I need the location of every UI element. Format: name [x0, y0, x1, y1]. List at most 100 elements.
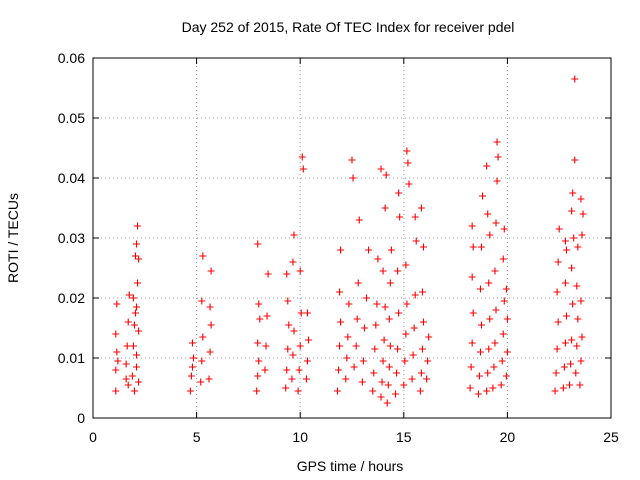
x-tick-label: 25	[603, 429, 619, 445]
data-point	[554, 258, 562, 266]
data-point	[284, 345, 292, 353]
data-point	[403, 300, 411, 308]
data-point	[199, 252, 207, 260]
data-point	[574, 243, 582, 251]
data-point	[476, 348, 484, 356]
data-point	[492, 306, 500, 314]
data-point	[493, 138, 501, 146]
data-point	[112, 330, 120, 338]
data-point	[337, 246, 345, 254]
data-point	[385, 363, 393, 371]
data-point	[288, 375, 296, 383]
data-point	[573, 282, 581, 290]
data-point	[560, 363, 568, 371]
data-point	[264, 270, 272, 278]
data-point	[466, 384, 474, 392]
data-point	[131, 309, 139, 317]
data-point	[483, 387, 491, 395]
data-point	[561, 279, 569, 287]
data-point	[207, 321, 215, 329]
data-point	[128, 372, 136, 380]
data-point	[419, 243, 427, 251]
data-point	[576, 381, 584, 389]
data-point	[476, 285, 484, 293]
y-tick-label: 0	[77, 410, 85, 426]
data-point	[492, 219, 500, 227]
data-point	[129, 294, 137, 302]
data-point	[285, 321, 293, 329]
data-point	[348, 156, 356, 164]
axis-ticks: 0 0.01 0.02 0.03 0.04 0.05 0.06 0 5 10 15 20 25	[58, 50, 619, 445]
data-point	[418, 345, 426, 353]
data-point	[423, 375, 431, 383]
data-point	[207, 267, 215, 275]
data-point	[253, 387, 261, 395]
data-point	[206, 303, 214, 311]
data-point	[409, 351, 417, 359]
data-point	[371, 345, 379, 353]
data-point	[571, 75, 579, 83]
y-tick-label: 0.03	[58, 230, 85, 246]
data-point	[400, 381, 408, 389]
data-point	[412, 237, 420, 245]
data-point	[385, 315, 393, 323]
data-point	[411, 213, 419, 221]
chart-title: Day 252 of 2015, Rate Of TEC Index for r…	[182, 19, 515, 35]
data-point	[384, 381, 392, 389]
data-point	[394, 267, 402, 275]
data-point	[335, 366, 343, 374]
data-point	[568, 264, 576, 272]
data-point	[255, 300, 263, 308]
data-point	[355, 216, 363, 224]
data-point	[263, 312, 271, 320]
data-point	[255, 357, 263, 365]
data-point	[131, 252, 139, 260]
data-point	[134, 222, 142, 230]
data-point	[354, 279, 362, 287]
data-point	[579, 210, 587, 218]
data-point	[302, 375, 310, 383]
data-point	[469, 309, 477, 317]
data-point	[484, 210, 492, 218]
data-point	[186, 387, 194, 395]
data-point	[112, 387, 120, 395]
data-point	[365, 246, 373, 254]
data-point	[570, 234, 578, 242]
data-point	[578, 333, 586, 341]
data-point	[553, 288, 561, 296]
data-point	[374, 255, 382, 263]
data-point	[378, 378, 386, 386]
data-point	[411, 291, 419, 299]
x-tick-label: 5	[193, 429, 201, 445]
data-point	[134, 279, 142, 287]
data-point	[577, 195, 585, 203]
data-point	[254, 240, 262, 248]
data-point	[395, 309, 403, 317]
data-point	[573, 342, 581, 350]
data-point	[261, 366, 269, 374]
data-point	[479, 192, 487, 200]
data-point	[392, 390, 400, 398]
data-point	[353, 315, 361, 323]
data-point	[129, 342, 137, 350]
data-point	[469, 243, 477, 251]
data-point	[295, 366, 303, 374]
data-point	[114, 357, 122, 365]
data-point	[359, 357, 367, 365]
data-point	[425, 333, 433, 341]
data-point	[395, 189, 403, 197]
data-point	[296, 342, 304, 350]
data-point	[569, 300, 577, 308]
data-point	[386, 279, 394, 287]
data-point	[393, 369, 401, 377]
data-point	[424, 357, 432, 365]
data-point	[405, 180, 413, 188]
data-point	[343, 354, 351, 362]
data-point	[574, 315, 582, 323]
data-points	[112, 75, 587, 407]
data-point	[383, 399, 391, 407]
data-point	[567, 360, 575, 368]
data-point	[360, 324, 368, 332]
